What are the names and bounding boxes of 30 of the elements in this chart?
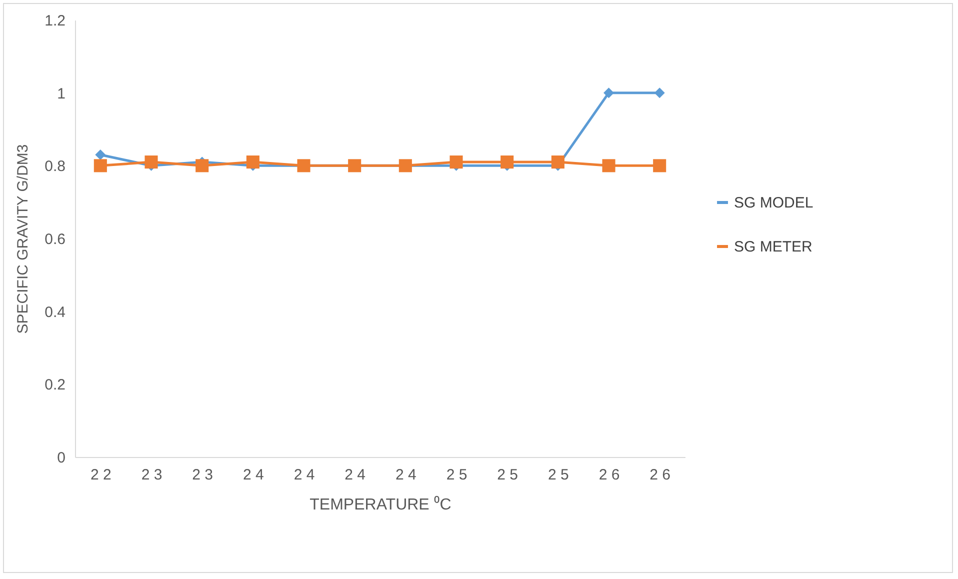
x-axis-title: TEMPERATURE ⁰C bbox=[310, 496, 452, 514]
x-tick-label: 2 4 bbox=[395, 466, 416, 484]
x-tick-label: 2 6 bbox=[650, 466, 671, 484]
legend-label: SG MODEL bbox=[734, 194, 814, 212]
point bbox=[602, 159, 616, 172]
x-tick-label: 2 5 bbox=[497, 466, 518, 484]
x-tick-label: 2 3 bbox=[192, 466, 214, 484]
x-tick-label: 2 2 bbox=[90, 466, 112, 484]
y-tick-label: 0.6 bbox=[44, 231, 66, 248]
x-tick-label: 2 4 bbox=[294, 466, 315, 484]
point bbox=[95, 150, 106, 160]
y-tick-label: 1 bbox=[57, 85, 66, 102]
point bbox=[196, 159, 209, 172]
y-tick-label: 0 bbox=[57, 450, 66, 466]
point bbox=[654, 88, 665, 98]
point bbox=[653, 159, 666, 172]
point bbox=[604, 88, 614, 98]
x-tick-label: 2 6 bbox=[598, 466, 620, 484]
x-tick-label: 2 4 bbox=[344, 466, 366, 484]
x-tick-label: 2 3 bbox=[141, 466, 162, 484]
y-tick-label: 0.2 bbox=[44, 376, 66, 394]
y-tick-label: 0.4 bbox=[44, 304, 66, 321]
legend-label: SG METER bbox=[734, 238, 813, 256]
x-tick-label: 2 4 bbox=[242, 466, 264, 484]
y-axis-title: SPECIFIC GRAVITY G/DM3 bbox=[14, 144, 32, 334]
y-tick-label: 1.2 bbox=[44, 12, 66, 30]
x-tick-label: 2 5 bbox=[548, 466, 569, 484]
y-tick-label: 0.8 bbox=[44, 158, 66, 176]
x-tick-label: 2 5 bbox=[446, 466, 468, 484]
point bbox=[94, 159, 107, 172]
